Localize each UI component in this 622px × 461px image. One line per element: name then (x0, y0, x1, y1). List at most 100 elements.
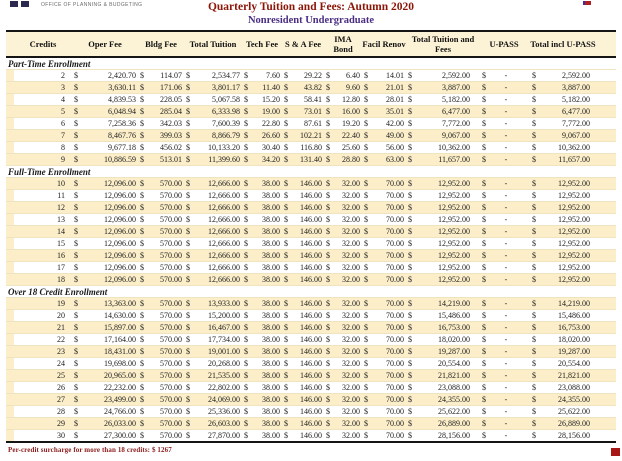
money-cell: $13,363.00 (72, 297, 138, 311)
money-cell: $12,666.00 (184, 225, 242, 239)
money-cell: $28.01 (362, 93, 406, 107)
currency-symbol: $ (532, 179, 536, 189)
amount-value: 38.00 (262, 407, 280, 417)
money-cell: $570.00 (138, 273, 184, 287)
money-cell: $12,952.00 (528, 189, 616, 203)
money-cell: $12,952.00 (528, 177, 616, 191)
table-row-credits-4: 4 $4,839.53 $228.05 $5,067.58 $15.20 $58.41 $1… (6, 93, 616, 107)
currency-symbol: $ (74, 227, 78, 237)
currency-symbol: $ (284, 131, 288, 141)
amount-value: 70.00 (386, 371, 404, 381)
money-cell: $24,355.00 (406, 393, 480, 407)
amount-value: 16,753.00 (438, 323, 470, 333)
money-cell: $13,933.00 (184, 297, 242, 311)
amount-value: 6,048.94 (108, 107, 136, 117)
currency-symbol: $ (140, 263, 144, 273)
money-cell: $32.00 (324, 357, 362, 371)
amount-value: 342.03 (160, 119, 182, 129)
row-gutter (6, 429, 14, 444)
amount-value: 570.00 (160, 395, 182, 405)
credits-cell: 14 (14, 225, 72, 239)
amount-value: 7,772.00 (442, 119, 470, 129)
currency-symbol: $ (186, 227, 190, 237)
money-cell: $70.00 (362, 393, 406, 407)
money-cell: $146.00 (282, 297, 324, 311)
amount-value: 513.01 (160, 155, 182, 165)
currency-symbol: $ (532, 143, 536, 153)
money-cell: $7,258.36 (72, 117, 138, 131)
currency-symbol: $ (284, 143, 288, 153)
currency-symbol: $ (244, 311, 248, 321)
currency-symbol: $ (284, 383, 288, 393)
currency-symbol: $ (284, 215, 288, 225)
amount-value: 63.00 (386, 155, 404, 165)
amount-value: 28,156.00 (438, 431, 470, 441)
amount-value: 171.06 (160, 83, 182, 93)
amount-value: 21,821.00 (558, 371, 590, 381)
money-cell: $2,420.70 (72, 69, 138, 83)
currency-symbol: $ (284, 71, 288, 81)
currency-symbol: $ (364, 263, 368, 273)
amount-value: 146.00 (300, 215, 322, 225)
amount-value: 285.04 (160, 107, 182, 117)
currency-symbol: $ (408, 263, 412, 273)
amount-value: 12,096.00 (104, 191, 136, 201)
amount-value: 58.41 (304, 95, 322, 105)
amount-value: 12,952.00 (558, 227, 590, 237)
amount-value: 17,734.00 (208, 335, 240, 345)
amount-value: 12,096.00 (104, 203, 136, 213)
money-cell: $10,133.20 (184, 141, 242, 155)
amount-value: 570.00 (160, 227, 182, 237)
money-cell: $28,156.00 (406, 429, 480, 444)
money-cell: $25,622.00 (406, 405, 480, 419)
currency-symbol: $ (482, 95, 486, 105)
currency-symbol: $ (140, 83, 144, 93)
amount-value: 570.00 (160, 251, 182, 261)
amount-value: 146.00 (300, 251, 322, 261)
amount-value: 70.00 (386, 323, 404, 333)
currency-symbol: $ (244, 191, 248, 201)
credits-cell: 22 (14, 333, 72, 347)
money-cell: $3,887.00 (406, 81, 480, 95)
money-cell: $17,164.00 (72, 333, 138, 347)
currency-symbol: $ (326, 419, 330, 429)
amount-value: 146.00 (300, 383, 322, 393)
currency-symbol: $ (140, 335, 144, 345)
page-title: Quarterly Tuition and Fees: Autumn 2020 (207, 1, 415, 13)
column-header-total-incl-u-pass: Total incl U-PASS (528, 29, 616, 59)
amount-value: 12,952.00 (558, 239, 590, 249)
amount-value: 146.00 (300, 359, 322, 369)
money-cell: $12,666.00 (184, 213, 242, 227)
credits-cell: 8 (14, 141, 72, 155)
currency-symbol: $ (532, 71, 536, 81)
currency-symbol: $ (186, 251, 190, 261)
amount-value: 12,952.00 (558, 215, 590, 225)
currency-symbol: $ (364, 371, 368, 381)
table-row-credits-7: 7 $8,467.76 $399.03 $8,866.79 $26.60 $102.21 $… (6, 129, 616, 143)
amount-value: 35.01 (386, 107, 404, 117)
amount-value: 38.00 (262, 263, 280, 273)
amount-value: 32.00 (342, 263, 360, 273)
money-cell: $146.00 (282, 405, 324, 419)
currency-symbol: $ (186, 383, 190, 393)
currency-symbol: $ (284, 347, 288, 357)
currency-symbol: $ (482, 347, 486, 357)
currency-symbol: $ (74, 131, 78, 141)
money-cell: $16.00 (324, 105, 362, 119)
table-row-credits-24: 24 $19,698.00 $570.00 $20,268.00 $38.00 $146.… (6, 357, 616, 371)
section-header-row: Over 18 Credit Enrollment (6, 285, 616, 299)
amount-value: 38.00 (262, 335, 280, 345)
money-cell: $21,535.00 (184, 369, 242, 383)
currency-symbol: $ (532, 263, 536, 273)
money-cell: $ - (480, 69, 528, 83)
amount-value: 38.00 (262, 431, 280, 441)
amount-value: 16,753.00 (558, 323, 590, 333)
money-cell: $32.00 (324, 393, 362, 407)
amount-value: 32.00 (342, 191, 360, 201)
section-header-row: Full-Time Enrollment (6, 165, 616, 179)
amount-value: 146.00 (300, 323, 322, 333)
row-gutter (6, 273, 14, 287)
amount-value: 2,420.70 (108, 71, 136, 81)
table-row-credits-9: 9 $10,886.59 $513.01 $11,399.60 $34.20 $131.4… (6, 153, 616, 167)
money-cell: $12,952.00 (406, 177, 480, 191)
